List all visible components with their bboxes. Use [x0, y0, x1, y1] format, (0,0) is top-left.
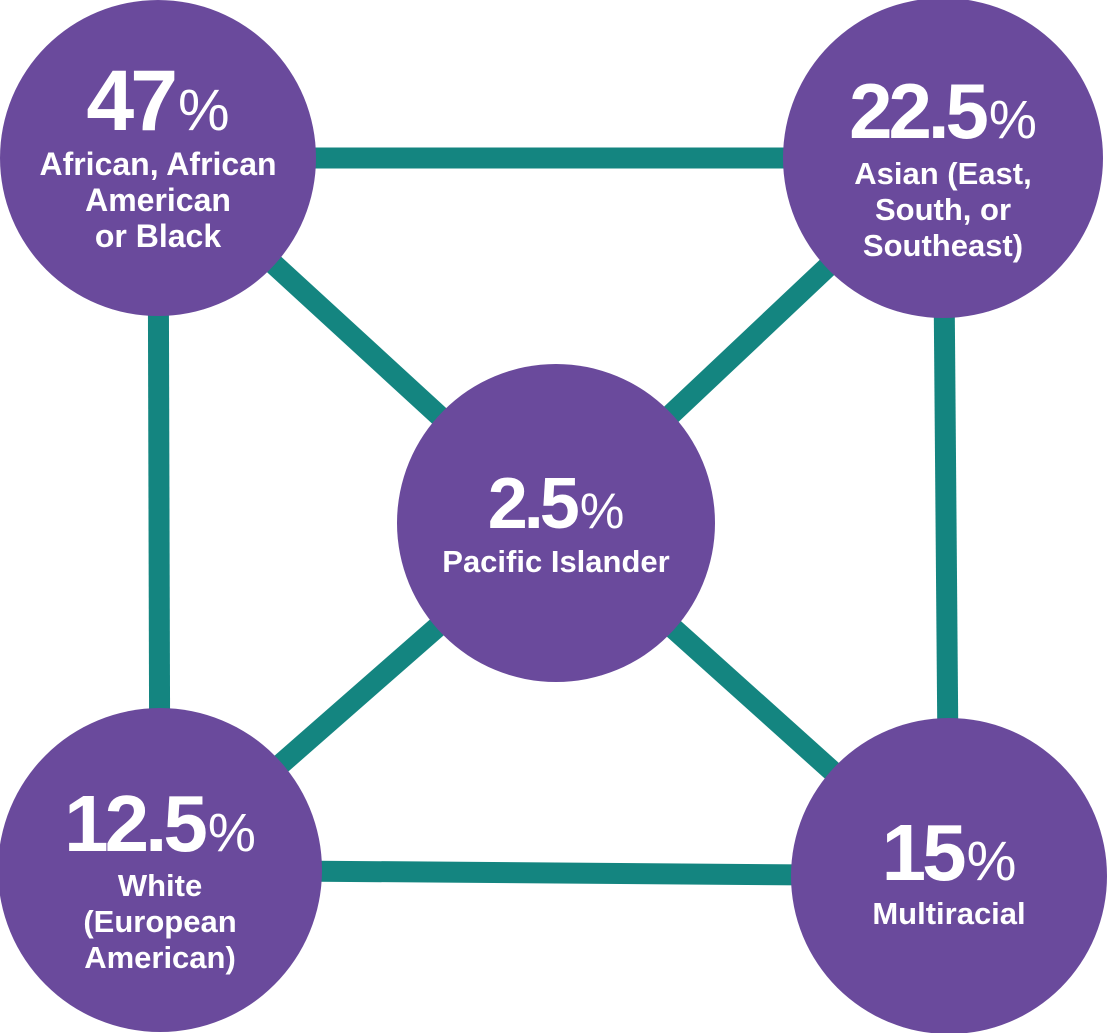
percent-sign: % [989, 90, 1037, 150]
node-value-white: 12.5% [64, 779, 256, 868]
percentage-number: 15 [882, 808, 965, 897]
node-circle-multiracial [791, 718, 1107, 1033]
percentage-number: 47 [86, 53, 175, 149]
node-circle-asian [783, 0, 1103, 318]
node-circle-african [0, 0, 316, 316]
node-label-line: Asian (East, [854, 156, 1031, 191]
percent-sign: % [208, 803, 256, 863]
node-label-line: White [118, 868, 202, 903]
node-label-line: (European [83, 904, 236, 939]
node-pacific-islander: 2.5%Pacific Islander [397, 364, 715, 682]
node-label-line: Southeast) [863, 228, 1023, 263]
node-label-line: or Black [95, 218, 221, 254]
node-value-multiracial: 15% [882, 808, 1017, 897]
percentage-number: 12.5 [64, 779, 206, 868]
node-label-line: South, or [875, 192, 1011, 227]
node-circle-pacific-islander [397, 364, 715, 682]
percent-sign: % [580, 483, 624, 539]
percent-sign: % [967, 829, 1017, 892]
node-label-line: American [85, 182, 231, 218]
node-value-african: 47% [86, 53, 229, 149]
node-multiracial: 15%Multiracial [791, 718, 1107, 1033]
node-label-line: Multiracial [872, 896, 1025, 931]
percentage-number: 22.5 [849, 67, 987, 155]
node-label-line: Pacific Islander [442, 544, 669, 579]
percentage-number: 2.5 [488, 464, 579, 544]
node-label-line: African, African [39, 146, 276, 182]
node-circle-white [0, 708, 322, 1032]
node-value-asian: 22.5% [849, 67, 1037, 155]
node-value-pacific-islander: 2.5% [488, 464, 625, 544]
percent-sign: % [178, 78, 230, 143]
node-label-line: American) [84, 940, 236, 975]
